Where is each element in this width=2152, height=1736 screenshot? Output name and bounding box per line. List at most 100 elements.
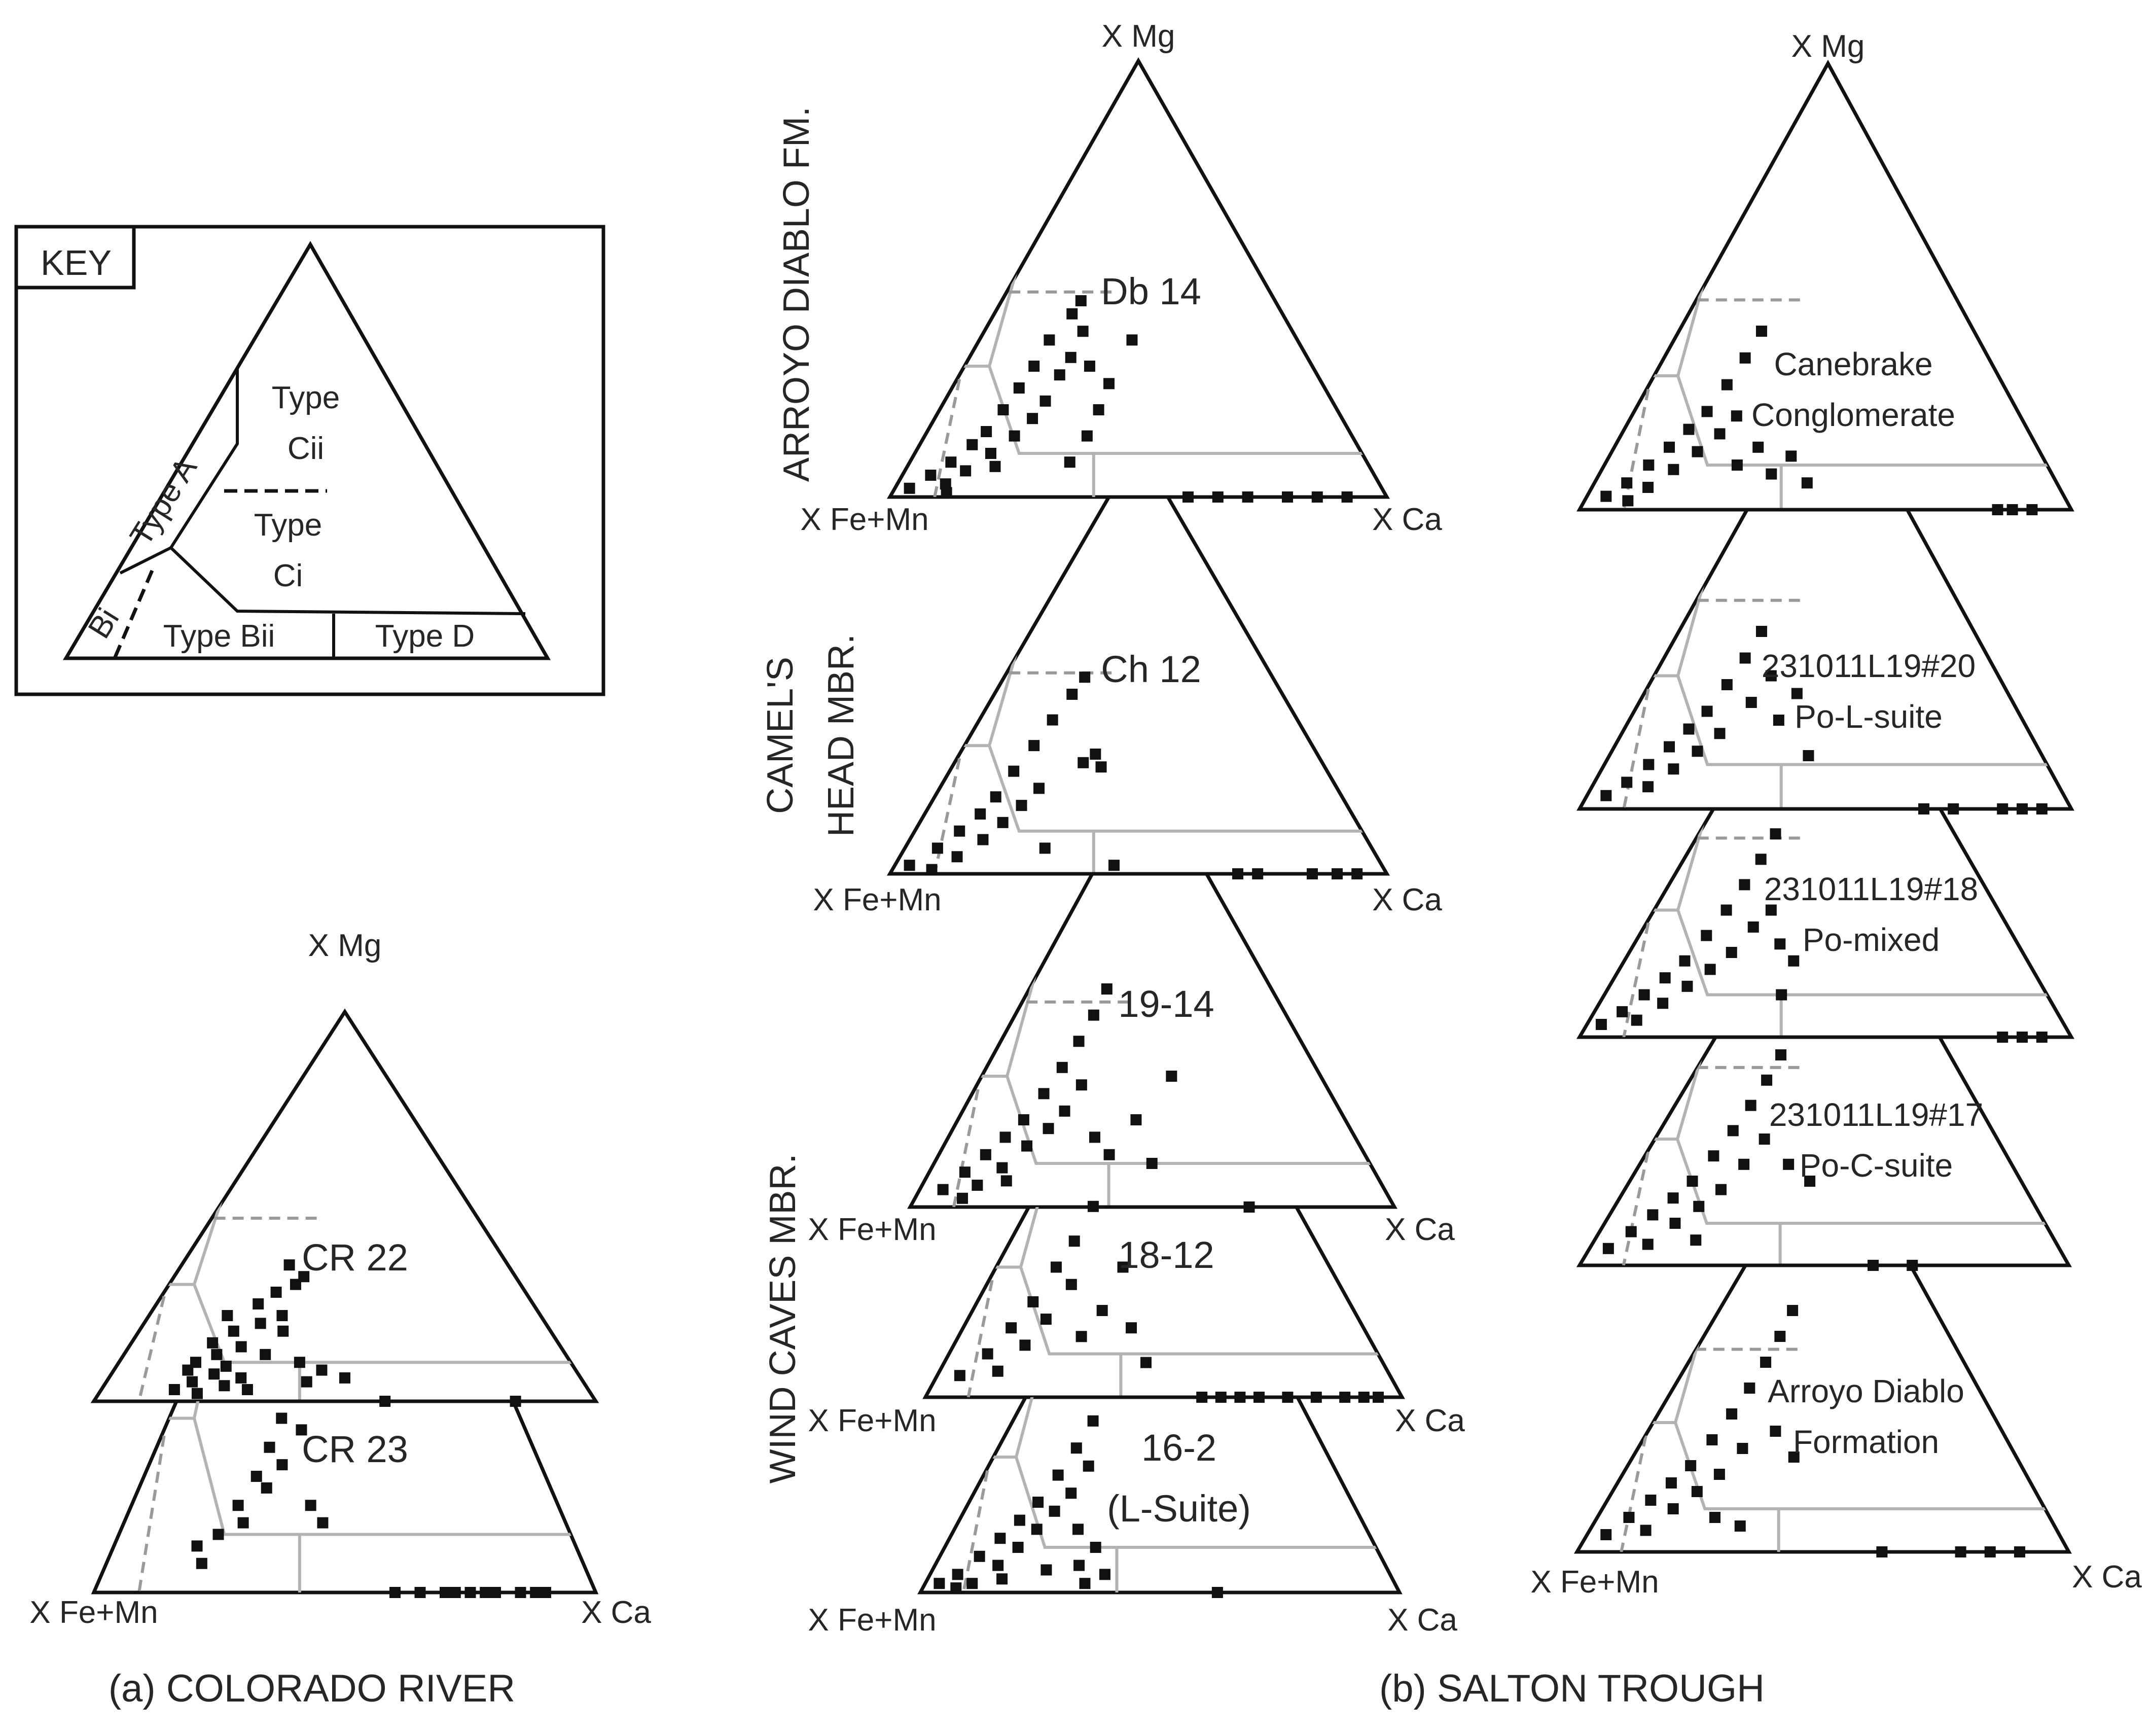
data-point — [980, 1149, 991, 1160]
data-point — [1103, 378, 1115, 389]
data-point — [2036, 803, 2048, 814]
data-point — [1013, 382, 1025, 394]
boundary-bi-dash — [933, 379, 961, 497]
corner-label-x-ca: X Ca — [1372, 502, 1442, 537]
data-point — [228, 1325, 239, 1337]
data-point — [414, 1587, 426, 1598]
data-point — [1600, 790, 1612, 801]
data-point — [1018, 1114, 1029, 1125]
data-point — [954, 825, 965, 837]
data-point — [1310, 1392, 1322, 1403]
data-point — [1064, 456, 1075, 468]
data-point — [1734, 1520, 1746, 1532]
data-point — [1009, 430, 1020, 442]
data-point — [1212, 491, 1224, 503]
ternary-l19-20: 231011L19#20 Po-L-suite — [1576, 508, 2074, 814]
data-point — [1876, 1546, 1888, 1557]
apex-label-x-mg: X Mg — [1102, 19, 1175, 54]
corner-label-x-ca: X Ca — [1387, 1603, 1457, 1638]
key-label-type-cii-1: Type — [272, 380, 340, 415]
data-point — [1783, 1158, 1795, 1170]
data-point — [1595, 1018, 1607, 1030]
data-point — [2026, 504, 2038, 515]
corner-label-x-ca: X Ca — [1385, 1212, 1455, 1247]
data-point — [994, 1533, 1006, 1544]
data-point — [1683, 723, 1695, 735]
data-point — [1182, 491, 1194, 503]
data-point — [1745, 697, 1757, 708]
key-label-type-a: Type A — [123, 451, 204, 552]
apex-label-x-mg: X Mg — [308, 928, 382, 963]
data-point — [1997, 1032, 2008, 1043]
data-point — [1033, 783, 1045, 794]
data-point — [1084, 361, 1095, 372]
data-point — [1668, 763, 1679, 775]
data-point — [1108, 860, 1120, 871]
data-point — [1095, 761, 1107, 773]
data-point — [1685, 1460, 1697, 1471]
data-point — [1075, 1331, 1087, 1342]
data-point — [208, 1368, 220, 1380]
data-point — [1039, 842, 1051, 854]
data-point — [1638, 989, 1650, 1001]
sample-label: CR 23 — [302, 1428, 408, 1470]
ternary-ch12: Ch 12 X Fe+Mn X Ca — [813, 495, 1442, 917]
data-point — [1631, 1014, 1642, 1026]
data-point — [992, 1560, 1004, 1571]
key-boundary-a-low — [119, 546, 172, 575]
ternary-canebrake: Canebrake Conglomerate X Mg — [1576, 29, 2074, 515]
data-point — [1077, 326, 1089, 337]
data-point — [1679, 955, 1691, 967]
data-point — [294, 1357, 305, 1368]
data-point — [940, 478, 951, 490]
data-point — [1668, 464, 1679, 475]
sample-label: Ch 12 — [1101, 648, 1201, 690]
data-point — [1032, 1497, 1044, 1508]
data-point — [1016, 800, 1027, 811]
data-point — [1745, 1100, 1756, 1111]
boundary-type-a — [192, 1082, 576, 1364]
data-point — [1992, 504, 2003, 515]
boundary-bi-dash — [1620, 1435, 1647, 1552]
data-point — [1804, 1176, 1816, 1187]
data-point — [339, 1372, 350, 1384]
sample-label-2: Po-C-suite — [1800, 1147, 1953, 1184]
data-point — [1774, 1331, 1786, 1342]
sample-label-2: (L-Suite) — [1107, 1487, 1251, 1530]
triangle-outline — [917, 1395, 1403, 1595]
data-point — [1078, 757, 1089, 768]
data-point — [950, 1582, 962, 1594]
data-point — [1096, 1305, 1108, 1316]
triangle-outline — [1576, 59, 2074, 512]
triangle-outline — [90, 1008, 599, 1403]
data-point — [1602, 1243, 1614, 1254]
key-boundary-a — [169, 368, 526, 615]
data-point — [1755, 326, 1767, 337]
ternary-cr22: CR 22 X Mg — [90, 928, 599, 1407]
data-point — [1041, 1564, 1052, 1576]
data-point — [276, 1310, 288, 1322]
data-point — [1801, 477, 1813, 489]
data-point — [1737, 1443, 1748, 1454]
data-point — [1721, 379, 1733, 391]
data-point — [1709, 1512, 1721, 1523]
corner-label-x-fe-mn: X Fe+Mn — [808, 1212, 936, 1247]
data-point — [232, 1500, 244, 1511]
data-point — [1642, 482, 1654, 493]
data-point — [1070, 1442, 1082, 1454]
data-point — [1715, 1184, 1727, 1195]
data-point — [196, 1557, 207, 1569]
data-point — [449, 1587, 461, 1598]
data-point — [1083, 1460, 1094, 1472]
data-point — [1755, 854, 1767, 865]
data-point — [1054, 369, 1065, 381]
sample-label: Canebrake — [1774, 346, 1932, 382]
data-point — [1640, 1525, 1652, 1536]
data-point — [1103, 1149, 1115, 1160]
data-point — [1687, 1176, 1698, 1187]
data-point — [1087, 1415, 1099, 1427]
data-point — [2017, 1032, 2028, 1043]
data-point — [1006, 1322, 1017, 1334]
data-point — [1664, 441, 1675, 453]
data-point — [1721, 679, 1733, 690]
